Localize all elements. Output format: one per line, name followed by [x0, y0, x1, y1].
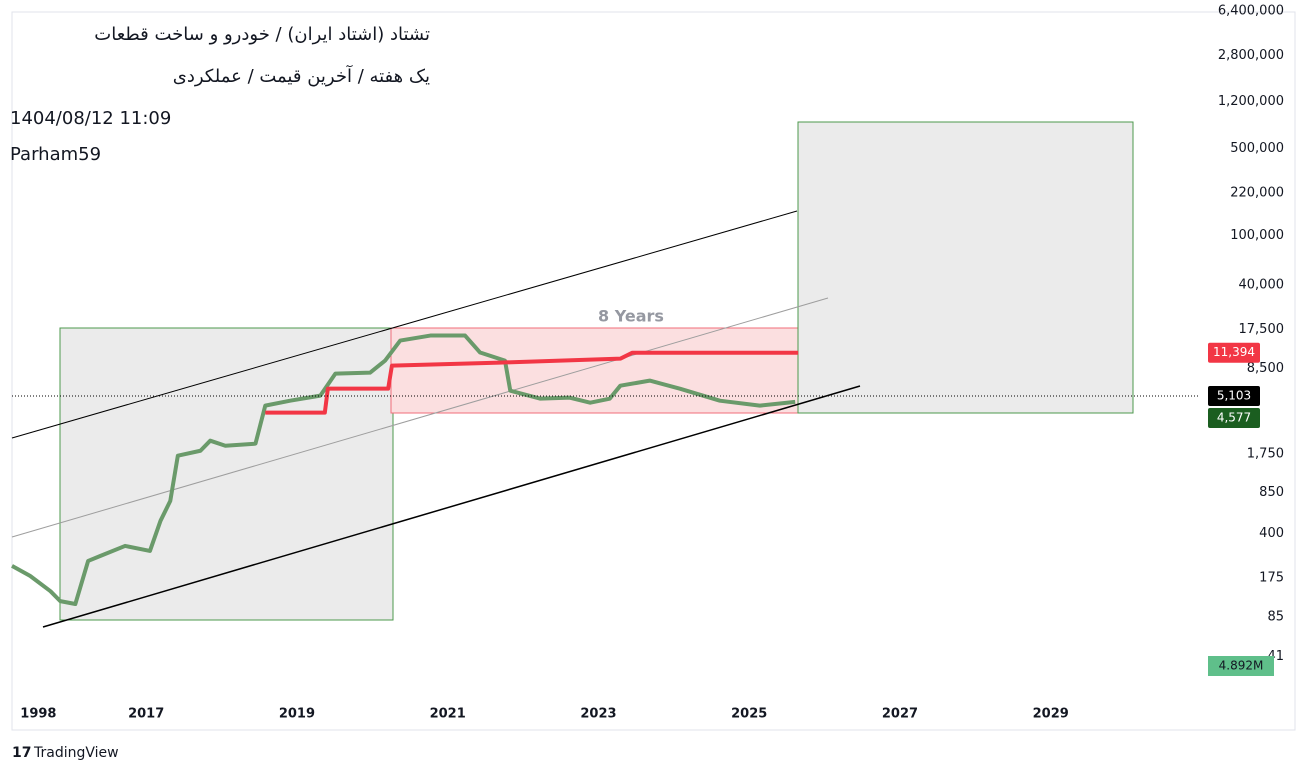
price-label: 4,577 [1217, 411, 1251, 425]
x-tick-label: 2017 [128, 707, 164, 722]
x-tick-label: 2027 [882, 707, 918, 722]
x-tick-label: 2029 [1033, 707, 1069, 722]
x-tick-label: 2021 [430, 707, 466, 722]
y-tick-label: 85 [1267, 609, 1284, 624]
series-line [265, 350, 799, 415]
price-label: 11,394 [1213, 345, 1255, 359]
price-badge [1208, 408, 1260, 429]
trend-line [11, 210, 798, 439]
y-tick-label: 6,400,000 [1218, 4, 1284, 19]
annotation: 8 Years [598, 307, 664, 326]
y-tick-label: 17,500 [1239, 322, 1285, 337]
trend-line [42, 385, 861, 628]
watermark: TradingView [33, 745, 119, 761]
price-label: 5,103 [1217, 389, 1251, 403]
x-tick-label: 2019 [279, 707, 315, 722]
box [797, 121, 1134, 414]
box [59, 327, 394, 621]
logo: 17 [12, 745, 31, 761]
frame [11, 11, 1296, 731]
trend-line [11, 297, 829, 538]
y-tick-label: 1,750 [1247, 446, 1284, 461]
y-tick-label: 850 [1259, 485, 1284, 500]
y-tick-label: 220,000 [1230, 185, 1284, 200]
price-badge [1208, 386, 1260, 407]
y-tick-label: 8,500 [1247, 361, 1284, 376]
subtitle: یک هفته / آخرین قیمت / عملکردی [172, 66, 430, 87]
x-tick-label: 2023 [580, 707, 616, 722]
y-tick-label: 40,000 [1239, 277, 1285, 292]
series-line [11, 333, 796, 607]
volume-badge [1208, 656, 1274, 676]
y-tick-label: 2,800,000 [1218, 48, 1284, 63]
price-badge [1208, 342, 1260, 363]
y-tick-label: 175 [1259, 570, 1284, 585]
y-tick-label: 100,000 [1230, 228, 1284, 243]
y-tick-label: 400 [1259, 526, 1284, 541]
author: Parham59 [10, 144, 102, 165]
title: تشتاد (اشتاد ایران) / خودرو و ساخت قطعات [94, 24, 430, 45]
x-tick-label: 1998 [20, 707, 56, 722]
y-tick-label: 500,000 [1230, 141, 1284, 156]
date: 1404/08/12 11:09 [10, 108, 172, 129]
x-tick-label: 2025 [731, 707, 767, 722]
volume-label: 4.892M [1219, 659, 1264, 673]
y-tick-label: 1,200,000 [1218, 94, 1284, 109]
box [390, 327, 801, 414]
